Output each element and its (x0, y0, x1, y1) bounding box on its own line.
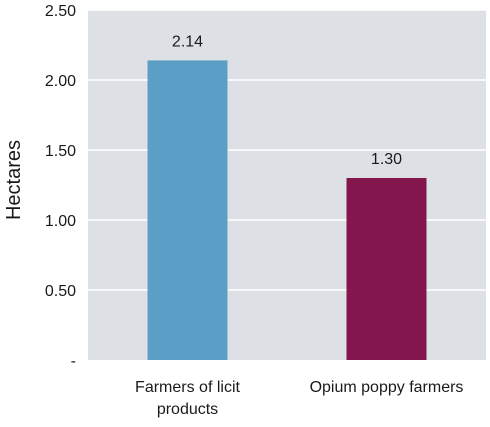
y-tick-label: 0.50 (45, 283, 76, 300)
y-tick-label: 1.50 (45, 143, 76, 160)
y-tick-label: 1.00 (45, 213, 76, 230)
x-tick-label: Opium poppy farmers (310, 379, 464, 396)
bars (147, 60, 427, 361)
y-axis-title: Hectares (3, 140, 25, 220)
y-tick-label: - (71, 353, 76, 370)
bar-value-label: 2.14 (172, 33, 203, 50)
bar (346, 178, 427, 360)
x-tick-label: Farmers of licit (135, 379, 240, 396)
bar (147, 60, 228, 361)
y-tick-label: 2.50 (45, 3, 76, 20)
x-tick-label: products (157, 401, 218, 418)
bar-value-label: 1.30 (371, 151, 402, 168)
y-axis-ticks: - 0.50 1.00 1.50 2.00 2.50 (45, 3, 76, 370)
value-labels: 2.14 1.30 (172, 33, 402, 168)
y-tick-label: 2.00 (45, 73, 76, 90)
category-labels: Farmers of licit products Opium poppy farm… (135, 379, 463, 418)
